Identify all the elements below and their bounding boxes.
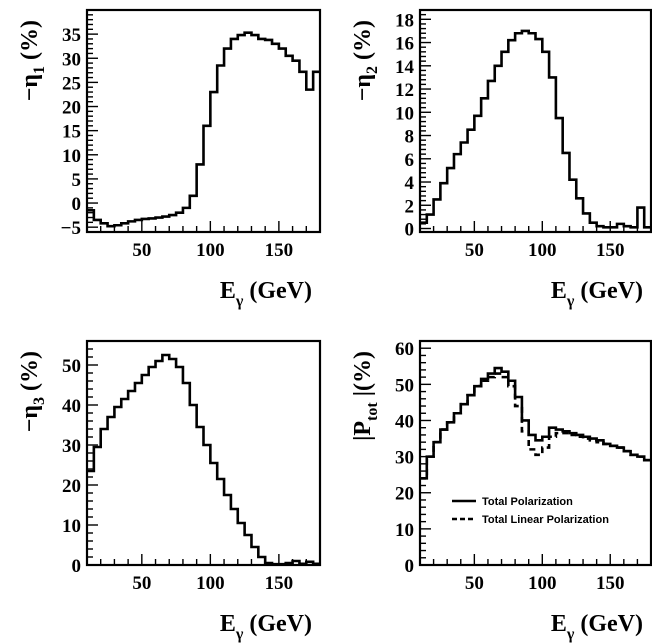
- y-tick-label: 5: [72, 170, 82, 191]
- histogram-series-solid: [420, 366, 651, 480]
- y-tick-label: 2: [405, 196, 415, 217]
- plot-frame: [418, 8, 652, 234]
- y-tick-label: 6: [405, 150, 415, 171]
- x-tick-label: 50: [465, 573, 484, 594]
- x-tick-label: 100: [196, 573, 225, 594]
- y-tick-label: 0: [72, 556, 82, 577]
- y-tick-label: 10: [395, 103, 414, 124]
- legend-label: Total Polarization: [482, 496, 573, 508]
- y-tick-label: 20: [62, 98, 81, 119]
- y-tick-label: 35: [62, 25, 81, 46]
- y-axis-label: −η1 (%): [17, 20, 48, 101]
- x-tick-label: 50: [132, 573, 151, 594]
- y-tick-label: 30: [62, 436, 81, 457]
- x-tick-label: 50: [132, 240, 151, 261]
- y-tick-label: 12: [395, 80, 414, 101]
- y-tick-label: 25: [62, 73, 81, 94]
- y-tick-label: 20: [62, 476, 81, 497]
- x-tick-label: 150: [265, 240, 294, 261]
- y-tick-label: 10: [395, 520, 414, 541]
- x-tick-label: 50: [465, 240, 484, 261]
- y-tick-label: 60: [395, 339, 414, 360]
- x-axis-label: Eγ (GeV): [551, 278, 643, 310]
- x-tick-label: 100: [528, 573, 557, 594]
- y-tick-label: 18: [395, 10, 414, 31]
- x-tick-label: 150: [596, 240, 625, 261]
- legend-label: Total Linear Polarization: [482, 514, 609, 526]
- x-tick-label: 150: [596, 573, 625, 594]
- y-axis-label: −η3 (%): [17, 351, 48, 432]
- y-tick-label: 15: [62, 122, 81, 143]
- y-tick-label: 50: [395, 375, 414, 396]
- x-axis-label: Eγ (GeV): [220, 278, 312, 310]
- y-tick-label: 0: [405, 556, 415, 577]
- x-tick-label: 100: [528, 240, 557, 261]
- panel-ptot: 0 10 20 30 40 50 60 50 100 150 Eγ (GeV) |Ptot |(%) T…: [350, 339, 652, 643]
- y-tick-label: 4: [405, 173, 415, 194]
- y-axis-label: −η2 (%): [350, 20, 381, 101]
- y-tick-label: 16: [395, 34, 414, 55]
- plot-frame: [418, 339, 652, 567]
- y-tick-label: −5: [61, 218, 81, 239]
- y-tick-label: 10: [62, 516, 81, 537]
- panel-eta1: −5 0 5 10 15 20 25 30 35 50 100 150 Eγ (GeV) −η1 (%): [17, 8, 322, 310]
- y-tick-label: 50: [62, 356, 81, 377]
- histogram-series-solid: [87, 31, 320, 228]
- histogram-series-solid: [87, 353, 320, 565]
- x-axis-label: Eγ (GeV): [220, 611, 312, 643]
- y-tick-label: 30: [395, 448, 414, 469]
- x-axis-label: Eγ (GeV): [551, 611, 643, 643]
- histogram-series-solid: [420, 29, 651, 229]
- y-tick-label: 40: [395, 411, 414, 432]
- y-tick-label: 14: [395, 57, 415, 78]
- histogram-series-dashed: [420, 372, 651, 480]
- panel-eta3: 0 10 20 30 40 50 50 100 150 Eγ (GeV) −η3 (%): [17, 339, 322, 643]
- y-tick-label: 40: [62, 396, 81, 417]
- plot-frame: [85, 8, 322, 234]
- x-tick-label: 150: [265, 573, 294, 594]
- y-tick-label: 30: [62, 49, 81, 70]
- y-tick-label: 8: [405, 127, 415, 148]
- y-tick-label: 10: [62, 146, 81, 167]
- y-tick-label: 0: [405, 220, 415, 241]
- x-tick-label: 100: [196, 240, 225, 261]
- y-tick-label: 0: [72, 194, 82, 215]
- plot-frame: [85, 339, 322, 567]
- y-tick-label: 20: [395, 484, 414, 505]
- y-axis-label: |Ptot |(%): [350, 351, 381, 441]
